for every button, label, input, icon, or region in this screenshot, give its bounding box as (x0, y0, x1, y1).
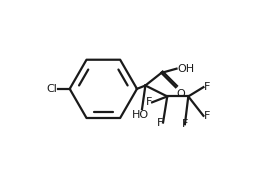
Text: F: F (157, 117, 163, 128)
Text: O: O (176, 89, 185, 98)
Text: F: F (182, 119, 188, 129)
Text: Cl: Cl (47, 84, 57, 94)
Text: F: F (203, 82, 210, 92)
Text: F: F (203, 111, 210, 121)
Text: F: F (146, 97, 152, 107)
Text: HO: HO (132, 110, 149, 120)
Text: OH: OH (177, 64, 194, 74)
